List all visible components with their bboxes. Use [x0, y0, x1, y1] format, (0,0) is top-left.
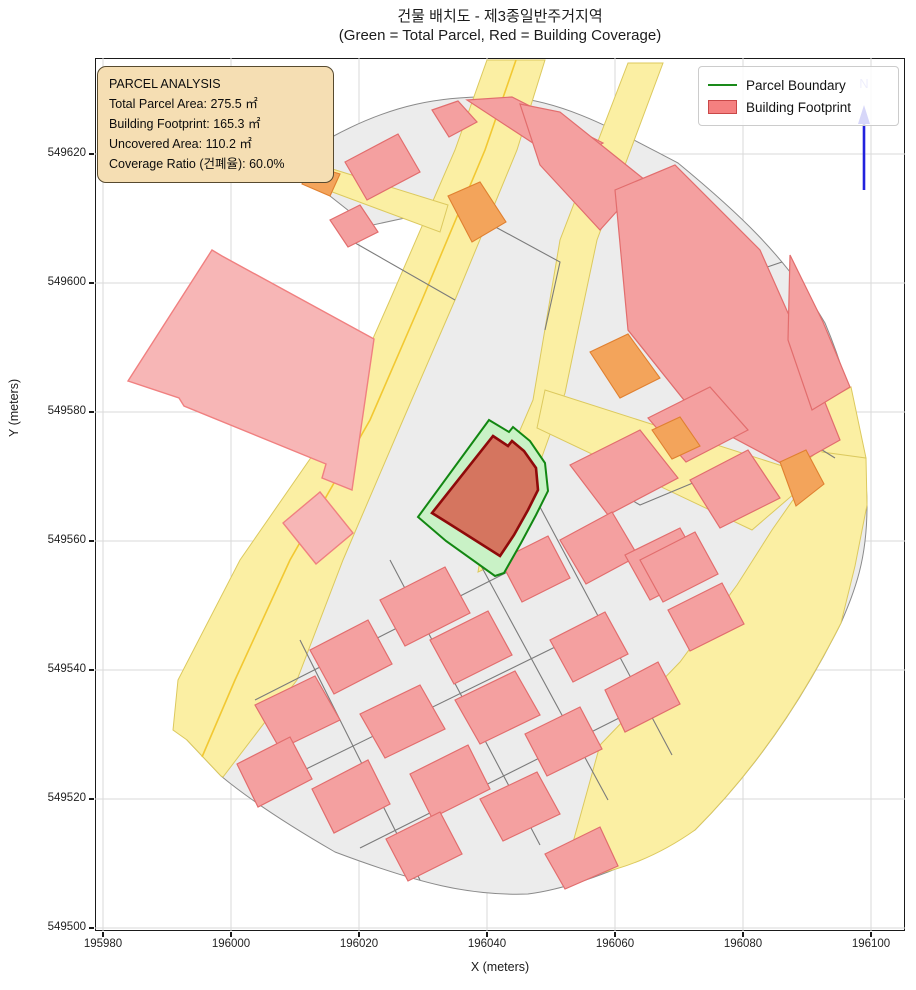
y-tick-mark [89, 798, 94, 800]
legend-item-parcel-boundary: Parcel Boundary [708, 74, 888, 96]
x-tick-label: 196100 [851, 938, 891, 950]
building-footprint [430, 434, 540, 558]
x-tick-label: 196080 [723, 938, 763, 950]
y-tick-mark [89, 282, 94, 284]
x-tick-mark [614, 932, 616, 937]
chart-subtitle: (Green = Total Parcel, Red = Building Co… [338, 27, 662, 44]
green-line-swatch [708, 84, 737, 86]
x-tick-mark [358, 932, 360, 937]
red-patch-swatch [708, 100, 737, 114]
y-tick-mark [89, 411, 94, 413]
y-axis-title: Y (meters) [7, 378, 21, 437]
y-tick-label: 549580 [47, 405, 86, 417]
y-tick-label: 549520 [47, 792, 86, 804]
legend: Parcel Boundary Building Footprint [698, 66, 899, 126]
analysis-total-area: Total Parcel Area: 275.5 ㎡ [109, 97, 258, 111]
x-tick-label: 196060 [595, 938, 635, 950]
x-tick-mark [870, 932, 872, 937]
x-tick-mark [486, 932, 488, 937]
road-ring-se [571, 449, 868, 875]
parcel-analysis-box: PARCEL ANALYSIS Total Parcel Area: 275.5… [97, 66, 334, 183]
building-over-road-polygons [301, 164, 825, 544]
x-tick-label: 196000 [211, 938, 251, 950]
analysis-coverage-ratio: Coverage Ratio (건폐율): 60.0% [109, 157, 285, 171]
x-tick-label: 195980 [83, 938, 123, 950]
y-tick-mark [89, 540, 94, 542]
y-tick-label: 549560 [47, 534, 86, 546]
legend-label: Building Footprint [746, 99, 852, 115]
chart-title: 건물 배치도 - 제3종일반주거지역 [397, 8, 603, 25]
x-axis-title: X (meters) [470, 960, 530, 974]
y-tick-label: 549540 [47, 663, 86, 675]
y-tick-label: 549500 [47, 921, 86, 933]
x-tick-mark [230, 932, 232, 937]
x-tick-label: 196040 [467, 938, 507, 950]
legend-label: Parcel Boundary [746, 77, 846, 93]
y-tick-mark [89, 153, 94, 155]
analysis-footprint: Building Footprint: 165.3 ㎡ [109, 117, 261, 131]
large-west-building [126, 249, 375, 491]
y-tick-mark [89, 669, 94, 671]
y-tick-mark [89, 927, 94, 929]
x-tick-label: 196020 [339, 938, 379, 950]
road-centerline [201, 59, 517, 758]
y-tick-label: 549600 [47, 276, 86, 288]
x-tick-mark [742, 932, 744, 937]
small-west-building [282, 491, 354, 565]
y-tick-label: 549620 [47, 147, 86, 159]
x-tick-mark [102, 932, 104, 937]
map-canvas: N [95, 58, 905, 931]
legend-item-building-footprint: Building Footprint [708, 96, 888, 118]
analysis-title: PARCEL ANALYSIS [109, 77, 221, 91]
analysis-uncovered: Uncovered Area: 110.2 ㎡ [109, 137, 252, 151]
standalone-buildings [126, 249, 375, 565]
building-polygons [236, 96, 851, 890]
